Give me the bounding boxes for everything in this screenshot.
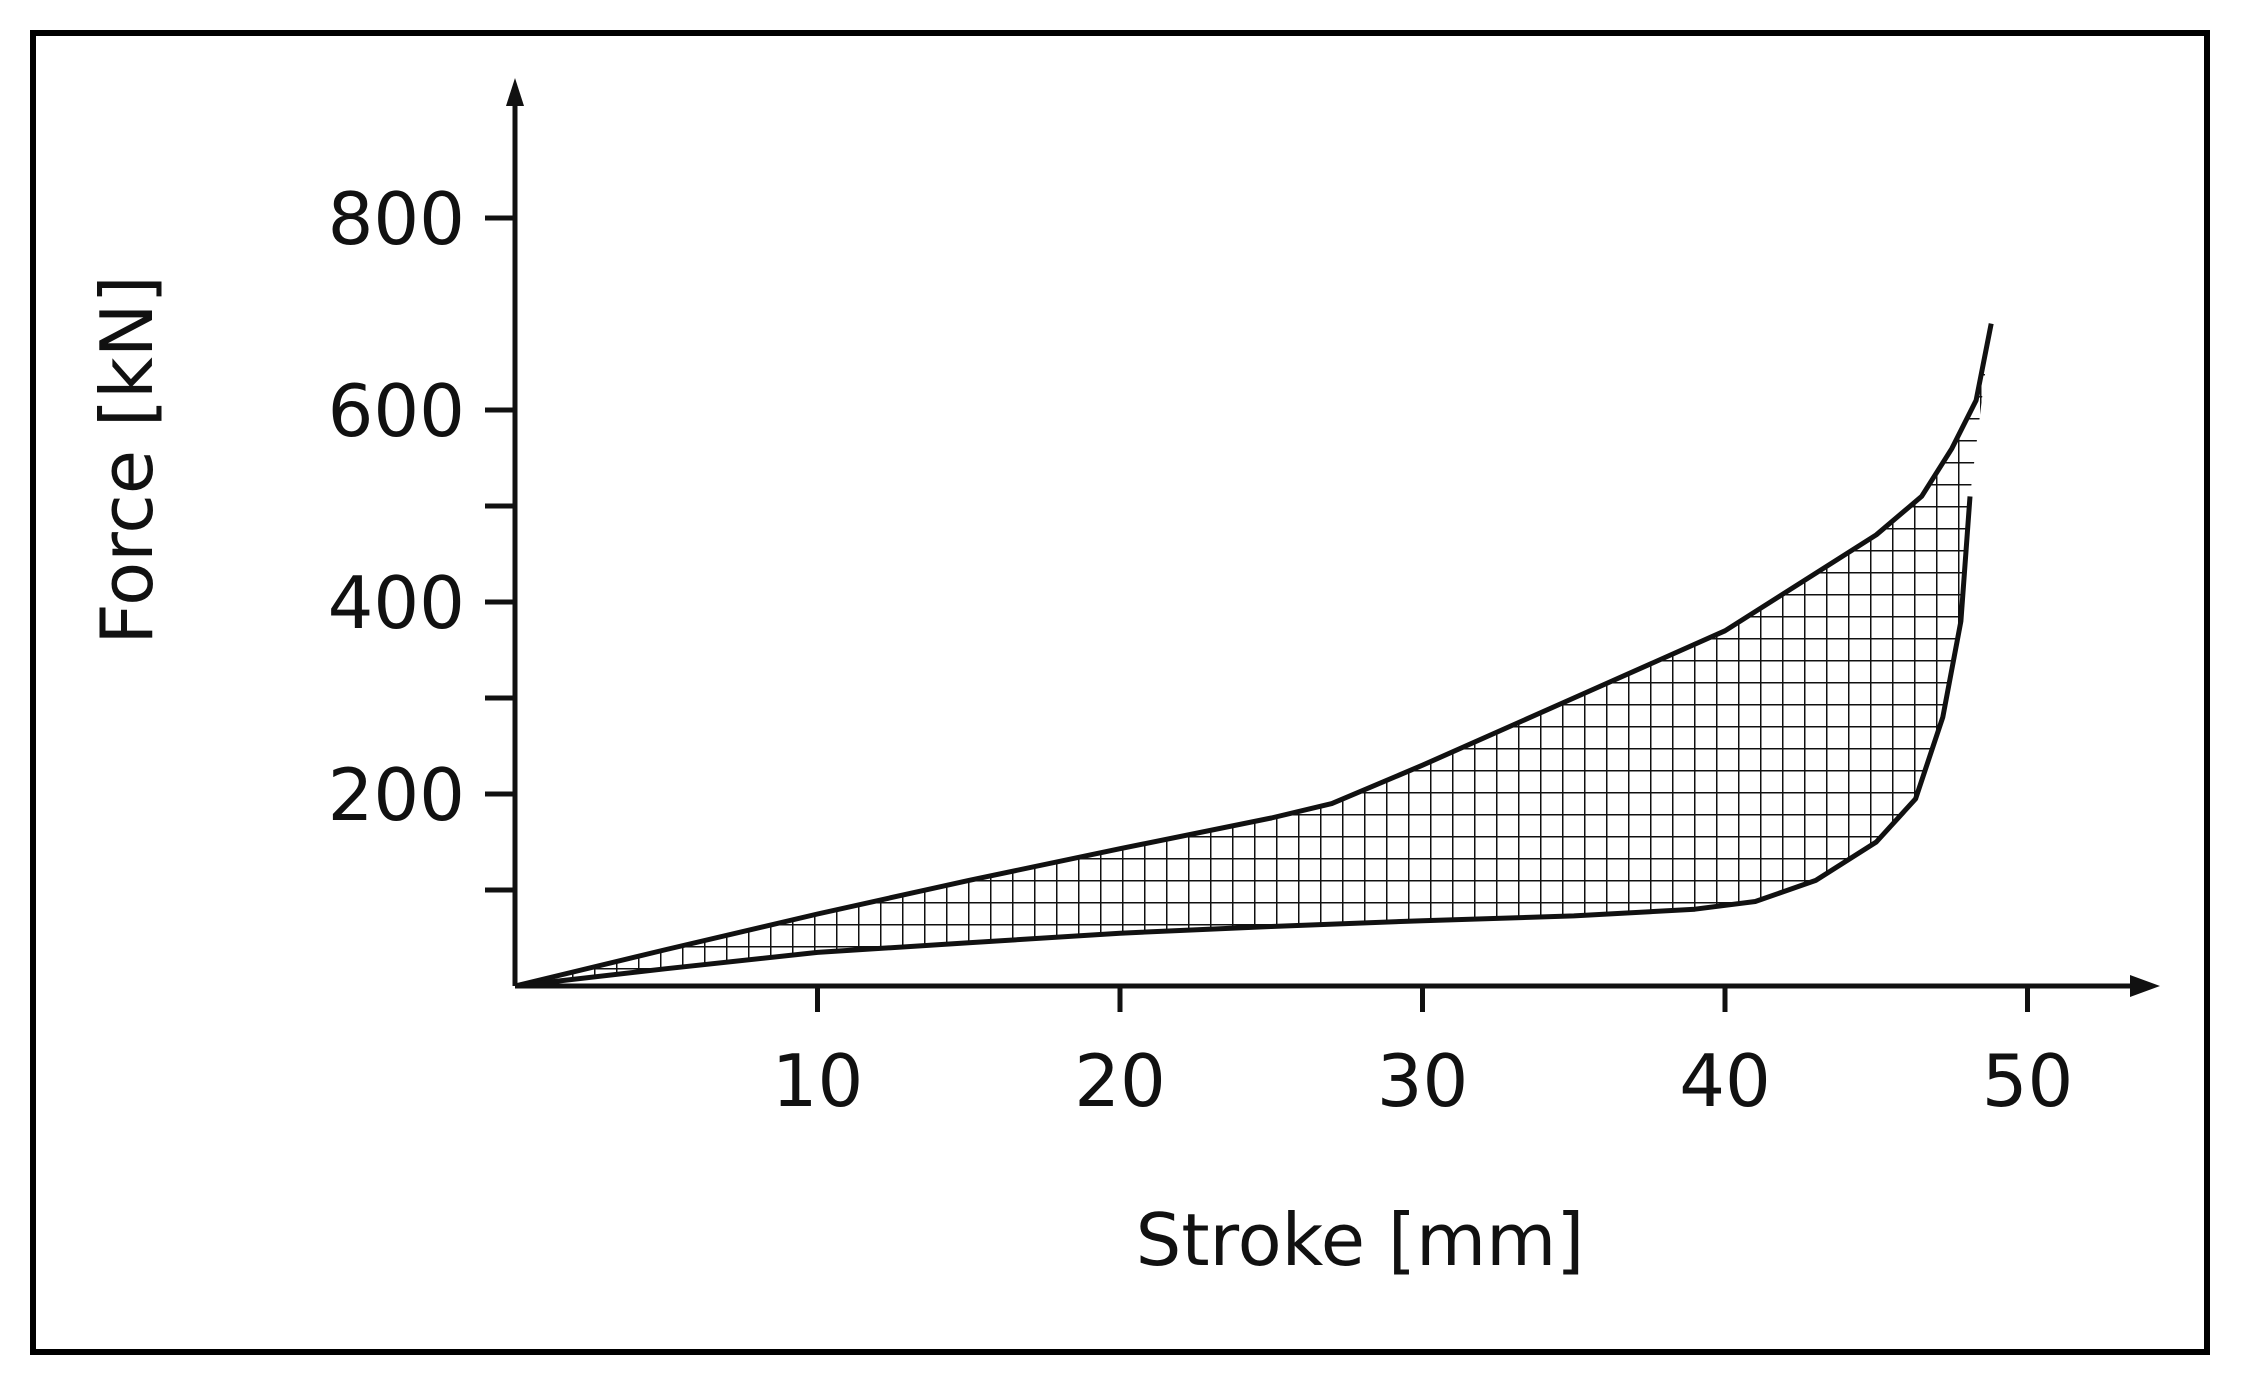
unloading-curve [514,496,1973,989]
y-tick-label: 800 [328,177,465,261]
x-axis-ticks: 10 20 30 40 50 [772,986,2074,1123]
x-axis-title: Stroke [mm] [1136,1198,1585,1282]
x-tick-label: 40 [1679,1039,1771,1123]
y-axis-arrow-icon [506,78,524,106]
x-tick-label: 30 [1377,1039,1469,1123]
x-axis-arrow-icon [2130,975,2160,997]
x-tick-label: 20 [1074,1039,1166,1123]
hysteresis-area [515,323,1992,987]
loading-curve [514,323,1994,989]
y-tick-label: 400 [328,561,465,645]
y-tick-label: 600 [328,369,465,453]
y-axis-title: Force [kN] [85,275,169,644]
x-tick-label: 50 [1982,1039,2074,1123]
y-axis-ticks: 200 400 600 800 [328,177,515,893]
y-tick-label: 200 [328,753,465,837]
x-tick-label: 10 [772,1039,864,1123]
